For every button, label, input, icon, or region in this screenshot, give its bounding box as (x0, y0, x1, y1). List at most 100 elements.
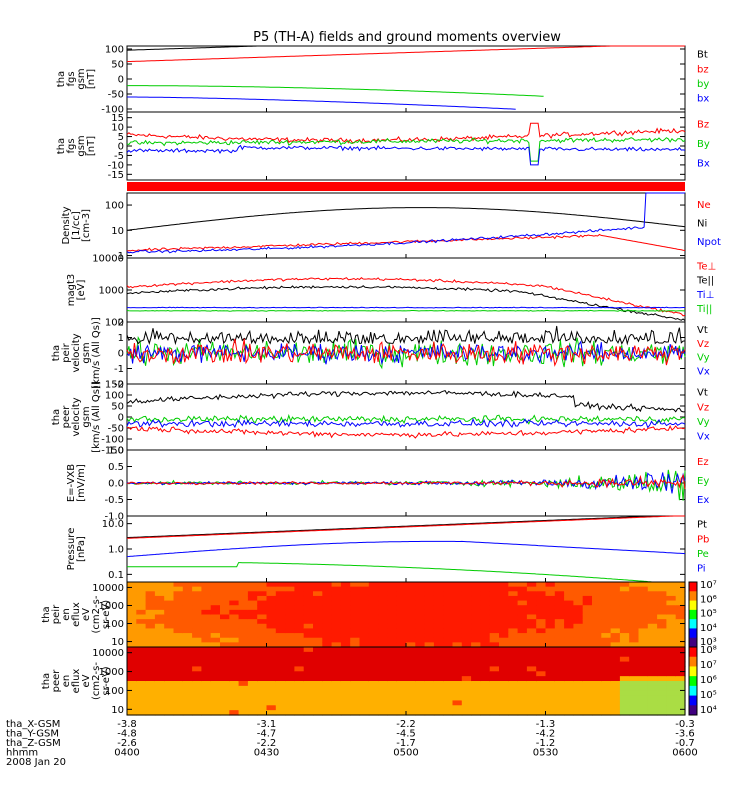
spectrogram-cell (647, 628, 658, 634)
spectrogram-cell (331, 656, 342, 663)
spectrogram-cell (229, 685, 240, 692)
legend-entry: Vx (697, 432, 710, 443)
spectrogram-cell (359, 651, 370, 658)
spectrogram-cell (164, 595, 175, 602)
spectrogram-cell (582, 695, 593, 702)
spectrogram-cell (266, 647, 277, 653)
spectrogram-cell (424, 685, 435, 692)
spectrogram-cell (294, 705, 305, 711)
spectrogram-cell (443, 637, 454, 643)
spectrogram-cell (592, 591, 602, 597)
spectrogram-cell (247, 591, 258, 597)
spectrogram-cell (210, 671, 221, 677)
spectrogram-cell (247, 609, 258, 616)
spectrogram-cell (592, 695, 602, 702)
spectrogram-cell (396, 642, 407, 648)
spectrogram-cell (266, 681, 277, 687)
colorbar-segment (689, 591, 697, 602)
spectrogram-cell (526, 685, 537, 692)
spectrogram-cell (313, 661, 323, 668)
spectrogram-cell (406, 671, 416, 677)
spectrogram-cell (257, 642, 268, 648)
spectrogram-cell (675, 656, 686, 663)
spectrogram-cell (536, 586, 547, 592)
spectrogram-cell (647, 681, 658, 687)
spectrogram-cell (592, 623, 602, 630)
spectrogram-cell (592, 586, 602, 592)
spectrogram-cell (489, 656, 500, 663)
spectrogram-cell (499, 710, 509, 716)
spectrogram-cell (480, 710, 491, 716)
spectrogram-cell (275, 605, 286, 611)
spectrogram-cell (257, 661, 268, 668)
spectrogram-cell (443, 582, 454, 588)
spectrogram-cell (368, 656, 379, 663)
series-line-Ex (126, 473, 686, 490)
spectrogram-cell (471, 656, 481, 663)
spectrogram-cell (433, 666, 444, 672)
spectrogram-cell (471, 651, 481, 658)
y-tick-label: 0 (118, 349, 124, 360)
spectrogram-cell (554, 671, 565, 677)
spectrogram-cell (238, 651, 249, 658)
spectrogram-cell (582, 591, 593, 597)
spectrogram-cell (433, 705, 444, 711)
spectrogram-cell (489, 591, 500, 597)
spectrogram-cell (647, 582, 658, 588)
spectrogram-cell (461, 582, 472, 588)
spectrogram-cell (526, 595, 537, 602)
spectrogram-cell (647, 685, 658, 692)
spectrogram-cell (220, 623, 230, 630)
spectrogram-cell (340, 705, 351, 711)
spectrogram-cell (526, 661, 537, 668)
spectrogram-cell (210, 666, 221, 672)
y-axis-label: [cm-3] (81, 209, 92, 242)
spectrogram-cell (164, 656, 175, 663)
spectrogram-cell (340, 647, 351, 653)
spectrogram-cell (433, 591, 444, 597)
spectrogram-cell (508, 647, 519, 653)
spectrogram-cell (647, 600, 658, 606)
spectrogram-cell (368, 647, 379, 653)
spectrogram-cell (461, 605, 472, 611)
spectrogram-cell (368, 582, 379, 588)
orbit-value: -2.6 (117, 738, 137, 749)
spectrogram-cell (285, 671, 295, 677)
spectrogram-cell (554, 582, 565, 588)
spectrogram-cell (601, 647, 612, 653)
spectrogram-cell (517, 614, 528, 620)
y-tick-label: 0 (118, 413, 124, 424)
spectrogram-cell (275, 661, 286, 668)
spectrogram-cell (629, 690, 640, 697)
spectrogram-cell (610, 595, 621, 602)
spectrogram-cell (610, 681, 621, 687)
orbit-value: 0600 (672, 748, 697, 759)
spectrogram-cell (294, 666, 305, 672)
spectrogram-cell (229, 628, 240, 634)
spectrogram-cell (452, 600, 463, 606)
spectrogram-cell (266, 661, 277, 668)
spectrogram-cell (471, 582, 481, 588)
spectrogram-cell (433, 609, 444, 616)
spectrogram-cell (201, 595, 212, 602)
spectrogram-cell (350, 591, 361, 597)
y-tick-label: 0 (118, 142, 124, 153)
spectrogram-cell (331, 642, 342, 648)
spectrogram-cell (238, 628, 249, 634)
spectrogram-cell (573, 647, 584, 653)
spectrogram-cell (647, 633, 658, 639)
spectrogram-cell (647, 591, 658, 597)
spectrogram-cell (499, 595, 509, 602)
spectrogram-cell (666, 586, 677, 592)
y-axis-label: tha (41, 606, 52, 622)
spectrogram-cell (387, 595, 398, 602)
spectrogram-cell (340, 690, 351, 697)
spectrogram-cell (387, 661, 398, 668)
spectrogram-cell (545, 690, 556, 697)
spectrogram-cell (173, 681, 184, 687)
series-line-Ti⊥ (127, 306, 685, 309)
spectrogram-cell (592, 666, 602, 672)
spectrogram-cell (378, 705, 388, 711)
spectrogram-cell (201, 695, 212, 702)
spectrogram-cell (489, 605, 500, 611)
